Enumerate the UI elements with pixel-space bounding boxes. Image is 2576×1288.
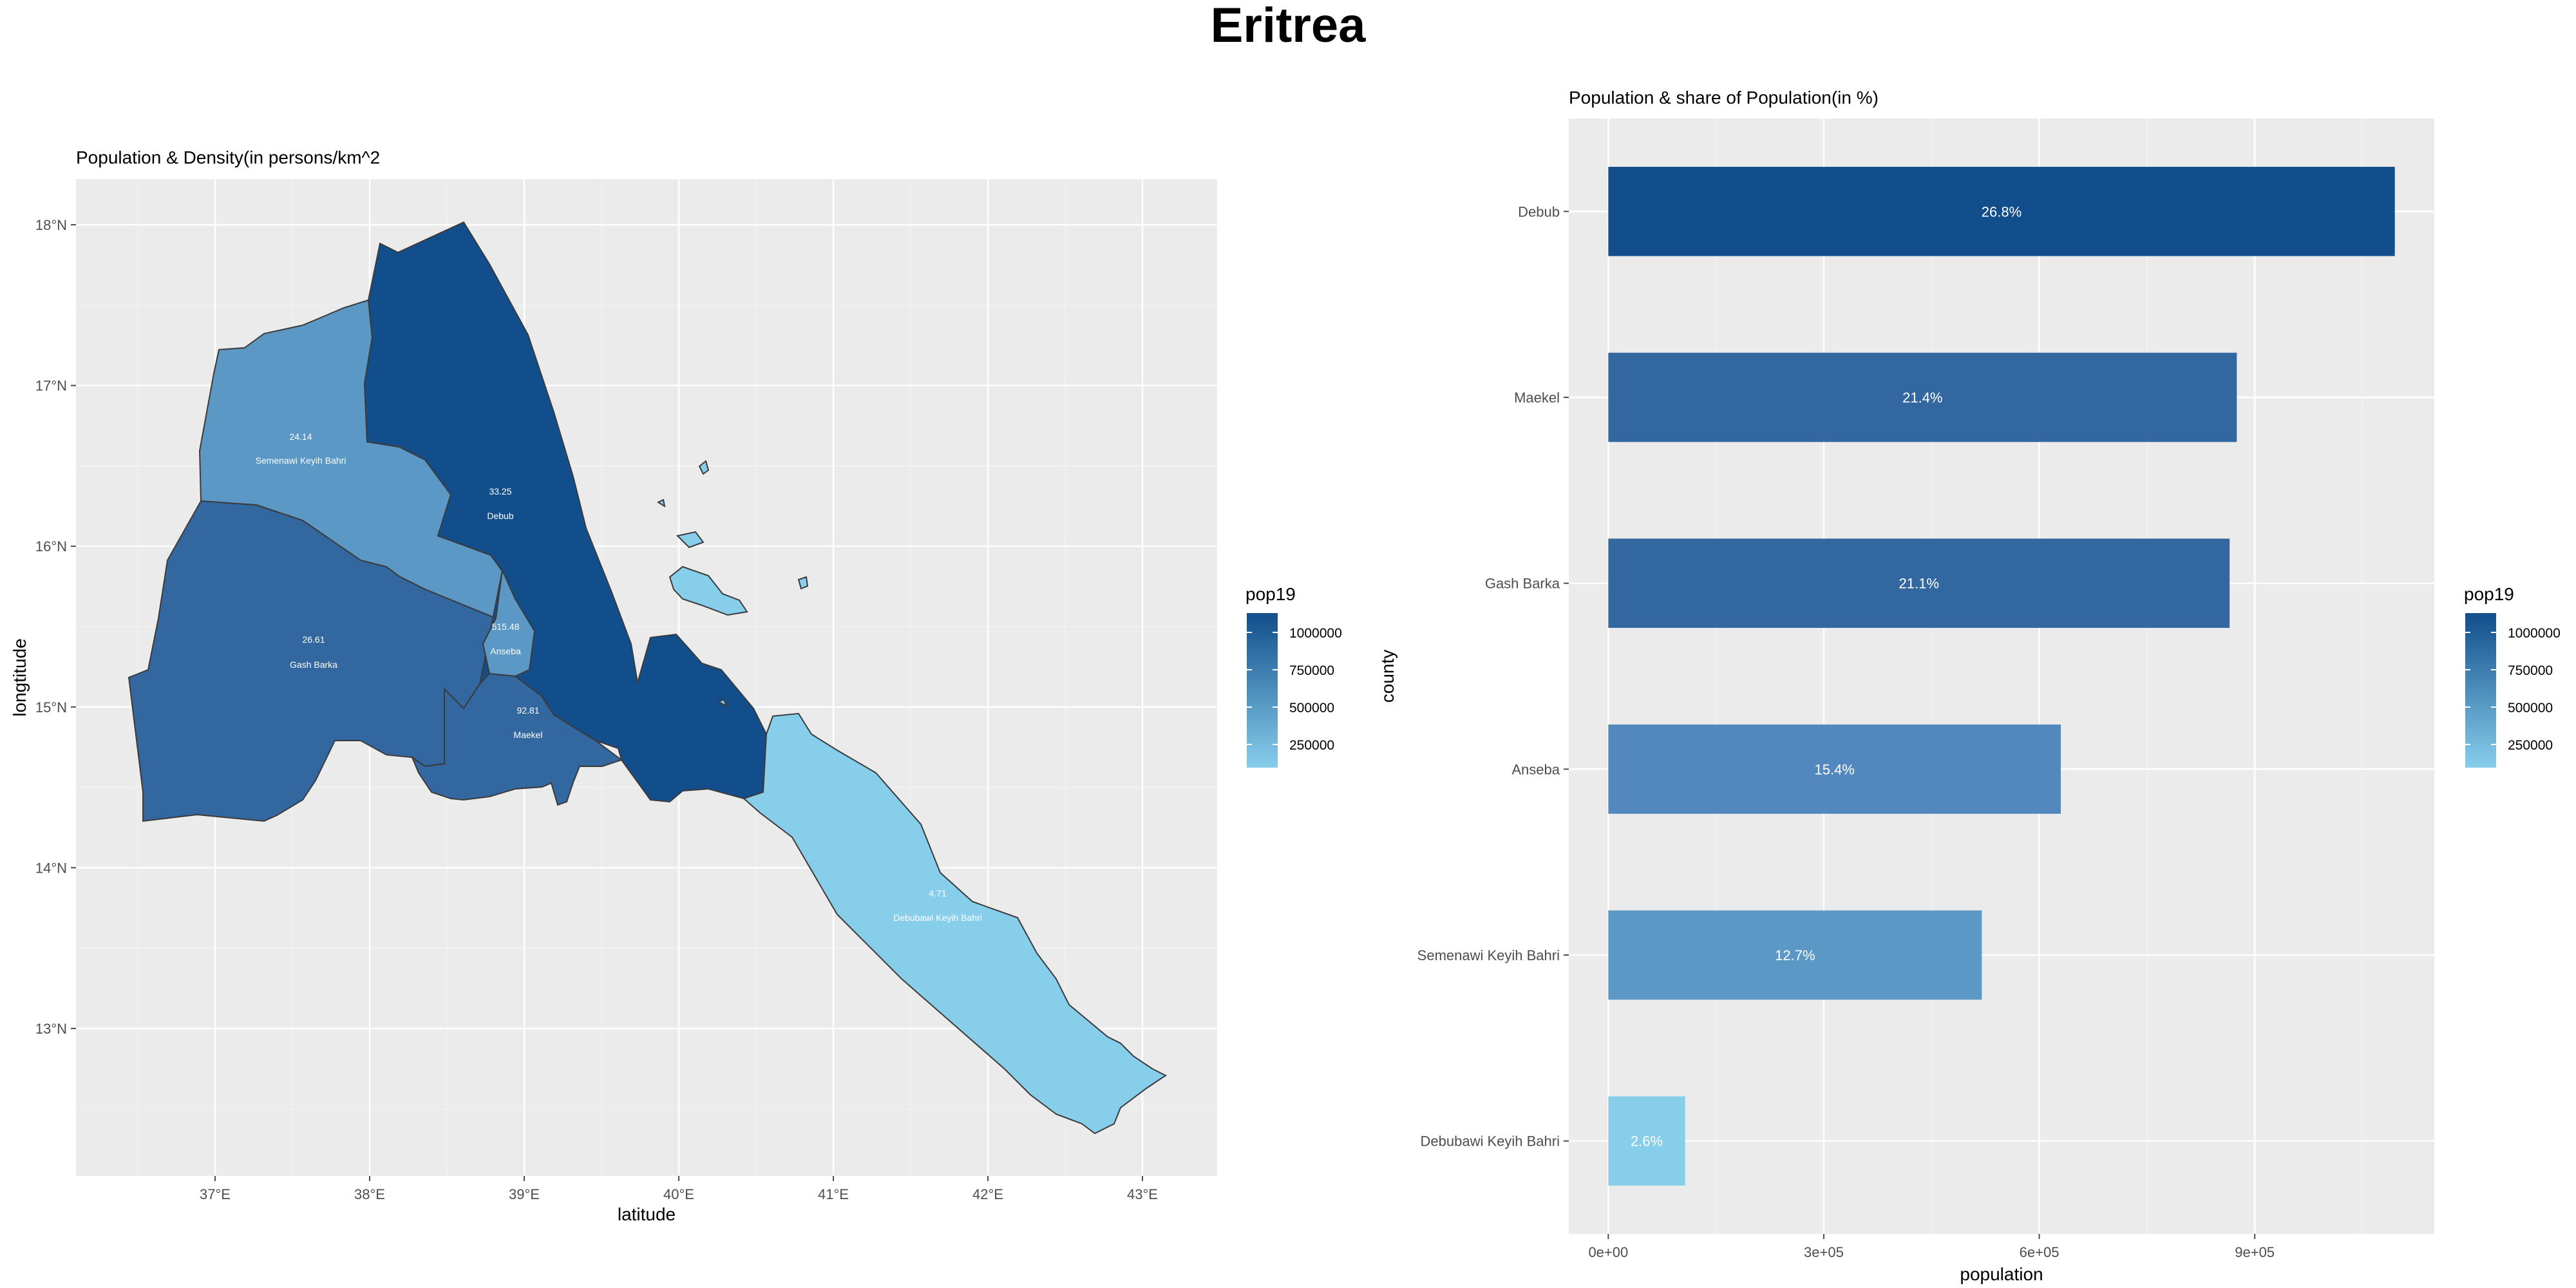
bar-y-axis: Debub Maekel Gash Barka Anseba Semenawi Keyi… [1417, 204, 1569, 1150]
region-name-label: Semenawi Keyih Bahri [256, 455, 346, 466]
map-gridlines [76, 179, 1217, 1176]
map-y-tick-label: 13°N [35, 1021, 67, 1037]
bar-legend: pop19 1000000 750000 500000 250000 [2464, 584, 2561, 768]
bar-x-tick-label: 3e+05 [1804, 1244, 1844, 1260]
page-title: Eritrea [1210, 0, 1366, 53]
bar-y-tick-label: Anseba [1511, 761, 1560, 777]
map-y-axis-title: longtitude [10, 638, 30, 716]
map-legend-label: 750000 [1289, 663, 1334, 678]
bar-y-tick-label: Debubawi Keyih Bahri [1421, 1133, 1560, 1150]
bar-x-axis-title: population [1960, 1264, 2043, 1284]
map-x-tick-label: 41°E [818, 1186, 849, 1202]
bar-x-axis: 0e+00 3e+05 6e+05 9e+05 [1588, 1234, 2275, 1260]
island-dahlak-small-4 [656, 498, 666, 508]
region-name-label: Gash Barka [290, 659, 337, 670]
bar-legend-label: 250000 [2508, 738, 2553, 753]
bar-y-tick-label: Debub [1518, 204, 1560, 220]
region-density-label: 4.71 [929, 888, 946, 898]
bar[interactable] [1608, 910, 1982, 1000]
map-legend-label: 250000 [1289, 738, 1334, 753]
bar-legend-title: pop19 [2464, 584, 2514, 604]
region-debub[interactable] [363, 221, 768, 803]
bar-data-label: 12.7% [1775, 947, 1815, 963]
map-y-tick-label: 14°N [35, 860, 67, 876]
region-debubawi-keyih-bahri[interactable] [743, 712, 1167, 1135]
region-density-label: 26.61 [302, 634, 325, 645]
map-x-axis-title: latitude [618, 1204, 676, 1224]
region-name-label: Anseba [490, 646, 521, 656]
region-density-label: 92.81 [516, 705, 539, 715]
bar-legend-label: 1000000 [2508, 626, 2561, 641]
map-y-axis: 13°N 14°N 15°N 16°N 17°N 18°N [35, 217, 76, 1037]
bar-y-axis-title: county [1378, 650, 1397, 703]
region-density-label: 515.48 [492, 621, 520, 632]
bar-chart-panel: Population & share of Population(in %) 2… [1378, 88, 2561, 1284]
bar[interactable] [1608, 724, 2061, 814]
island-dahlak-small-2 [797, 576, 809, 590]
map-y-tick-label: 15°N [35, 699, 67, 715]
bar-data-label: 21.4% [1902, 390, 1942, 406]
bar-x-tick-label: 6e+05 [2020, 1244, 2060, 1260]
map-y-tick-label: 18°N [35, 217, 67, 233]
region-density-label: 24.14 [289, 431, 312, 442]
island-dahlak-main [668, 565, 748, 616]
map-subtitle: Population & Density(in persons/km^2 [76, 147, 380, 167]
map-legend-label: 500000 [1289, 701, 1334, 715]
map-x-tick-label: 42°E [972, 1186, 1003, 1202]
region-name-label: Debubawi Keyih Bahri [893, 913, 982, 923]
bar-data-label: 26.8% [1982, 204, 2022, 220]
map-y-tick-label: 16°N [35, 538, 67, 554]
bar[interactable] [1608, 1096, 1685, 1186]
map-legend: pop19 1000000 750000 500000 250000 [1245, 584, 1342, 768]
bar-series: 26.8% 21.4% 21.1% 15.4% 12.7% 2.6% [1608, 167, 2395, 1186]
map-legend-label: 1000000 [1289, 626, 1342, 641]
bar-x-tick-label: 9e+05 [2235, 1244, 2275, 1260]
bar-data-label: 15.4% [1814, 761, 1854, 777]
bar-y-tick-label: Gash Barka [1485, 576, 1560, 592]
bar-y-tick-label: Semenawi Keyih Bahri [1417, 947, 1560, 963]
map-x-axis: 37°E 38°E 39°E 40°E 41°E 42°E 43°E [200, 1176, 1158, 1202]
island-dahlak-small-1 [698, 460, 710, 475]
map-legend-colorbar [1247, 613, 1278, 768]
map-legend-title: pop19 [1245, 584, 1296, 604]
bar[interactable] [1608, 538, 2230, 628]
bar[interactable] [1608, 352, 2237, 442]
bar-data-label: 2.6% [1631, 1133, 1663, 1150]
region-name-label: Maekel [513, 730, 542, 740]
island-dahlak-small-3 [717, 698, 728, 708]
region-density-label: 33.25 [489, 486, 511, 497]
bar-legend-colorbar [2465, 613, 2496, 768]
bar-y-tick-label: Maekel [1514, 390, 1560, 406]
map-x-tick-label: 38°E [354, 1186, 385, 1202]
bar-legend-label: 500000 [2508, 701, 2553, 715]
map-x-tick-label: 37°E [200, 1186, 231, 1202]
island-dahlak-north [676, 531, 705, 549]
bar-plot-background [1569, 118, 2434, 1234]
bar-x-tick-label: 0e+00 [1588, 1244, 1628, 1260]
bar-data-label: 21.1% [1899, 576, 1939, 592]
bar-legend-label: 750000 [2508, 663, 2553, 678]
map-panel: Population & Density(in persons/km^2 24.… [10, 147, 1342, 1224]
map-x-tick-label: 43°E [1127, 1186, 1158, 1202]
map-x-tick-label: 40°E [663, 1186, 694, 1202]
bar-chart-title: Population & share of Population(in %) [1569, 88, 1879, 108]
region-name-label: Debub [487, 511, 513, 521]
map-x-tick-label: 39°E [509, 1186, 540, 1202]
map-y-tick-label: 17°N [35, 378, 67, 394]
region-maekel[interactable] [410, 672, 623, 806]
bar[interactable] [1608, 167, 2395, 256]
